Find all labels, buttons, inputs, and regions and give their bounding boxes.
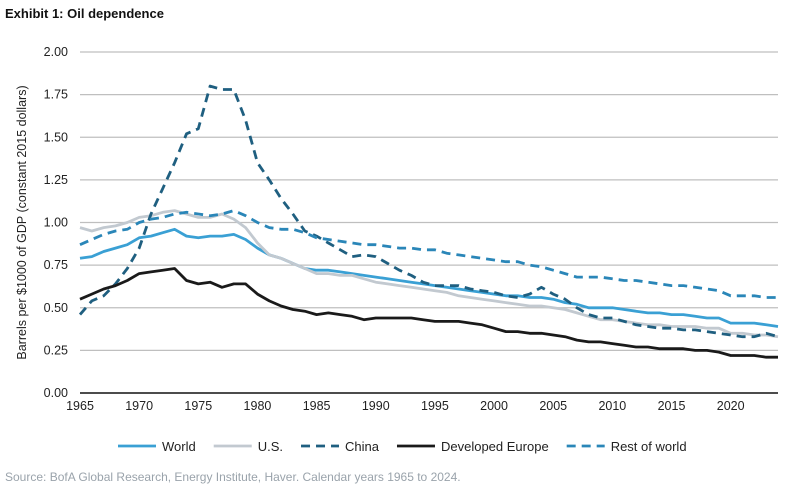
y-axis-label: Barrels per $1000 of GDP (constant 2015 … (15, 85, 29, 359)
y-tick-label: 1.50 (44, 130, 68, 144)
series-line-world (79, 227, 779, 328)
y-tick-label: 1.25 (44, 173, 68, 187)
x-tick-label: 1990 (362, 399, 390, 413)
x-tick-label: 1965 (66, 399, 94, 413)
x-tick-label: 2005 (539, 399, 567, 413)
x-tick-label: 1985 (303, 399, 331, 413)
x-tick-label: 1980 (244, 399, 272, 413)
y-tick-label: 0.50 (44, 301, 68, 315)
x-tick-label: 1995 (421, 399, 449, 413)
legend-label: U.S. (258, 439, 283, 454)
y-tick-label: 0.25 (44, 343, 68, 357)
legend-label: World (162, 439, 196, 454)
y-tick-label: 2.00 (44, 45, 68, 59)
chart-title: Exhibit 1: Oil dependence (5, 6, 164, 21)
series-line-u-s- (79, 209, 779, 339)
x-tick-label: 2020 (717, 399, 745, 413)
source-note: Source: BofA Global Research, Energy Ins… (5, 470, 461, 484)
series-line-rest-of-world (79, 209, 778, 299)
y-tick-label: 0.75 (44, 258, 68, 272)
x-tick-label: 2015 (658, 399, 686, 413)
x-tick-label: 2010 (598, 399, 626, 413)
y-tick-label: 0.00 (44, 386, 68, 400)
x-tick-label: 1970 (125, 399, 153, 413)
x-tick-label: 2000 (480, 399, 508, 413)
y-tick-label: 1.00 (44, 216, 68, 230)
legend-label: Rest of world (611, 439, 687, 454)
series-line-developed-europe (79, 267, 778, 359)
series-line-china (78, 84, 779, 339)
legend-label: Developed Europe (441, 439, 549, 454)
y-tick-label: 1.75 (44, 88, 68, 102)
x-tick-label: 1975 (184, 399, 212, 413)
legend-label: China (345, 439, 380, 454)
